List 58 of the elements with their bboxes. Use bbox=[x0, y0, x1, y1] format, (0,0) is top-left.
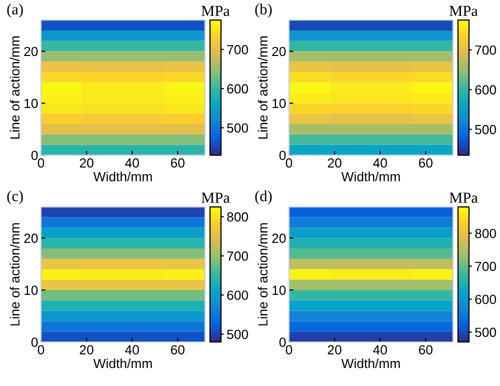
color-bar-label: 500 bbox=[475, 124, 496, 134]
x-axis-title: Width/mm bbox=[93, 358, 152, 368]
x-axis-title: Width/mm bbox=[93, 172, 152, 182]
color-bar-title: MPa bbox=[202, 6, 230, 16]
color-bar-label: 600 bbox=[227, 290, 248, 300]
color-bar-title: MPa bbox=[450, 192, 478, 203]
y-tick-label: 20 bbox=[272, 234, 286, 243]
color-bar-label: 500 bbox=[475, 328, 496, 338]
y-axis-title: Line of action/mm bbox=[10, 223, 20, 326]
x-tick-label: 20 bbox=[80, 158, 94, 168]
x-tick-label: 40 bbox=[373, 345, 387, 354]
y-axis-title: Line of action/mm bbox=[10, 36, 20, 139]
y-tick-label: 10 bbox=[24, 286, 38, 295]
y-tick-label: 20 bbox=[24, 234, 38, 243]
x-tick-label: 40 bbox=[125, 158, 139, 168]
x-axis-title: Width/mm bbox=[341, 358, 400, 368]
x-tick-label: 60 bbox=[171, 158, 184, 168]
y-tick-label: 20 bbox=[24, 46, 38, 56]
chart-title: (d) bbox=[255, 190, 272, 204]
y-tick-label: 20 bbox=[272, 46, 286, 56]
chart-title: (a) bbox=[7, 4, 23, 18]
y-tick-label: 0 bbox=[279, 338, 286, 347]
color-bar-title: MPa bbox=[450, 6, 478, 16]
y-tick-label: 10 bbox=[272, 286, 286, 295]
y-tick-label: 10 bbox=[24, 98, 38, 108]
y-axis-title: Line of action/mm bbox=[258, 36, 268, 139]
x-tick-label: 40 bbox=[373, 158, 387, 168]
y-tick-label: 0 bbox=[31, 150, 38, 160]
x-tick-label: 60 bbox=[419, 158, 432, 168]
x-tick-label: 60 bbox=[171, 345, 184, 354]
y-axis-title: Line of action/mm bbox=[258, 223, 268, 326]
x-tick-label: 20 bbox=[328, 345, 342, 354]
color-bar-label: 700 bbox=[475, 45, 496, 55]
color-bar-label: 600 bbox=[227, 84, 248, 94]
x-tick-label: 20 bbox=[328, 158, 342, 168]
color-bar-label: 600 bbox=[475, 85, 496, 95]
x-tick-label: 60 bbox=[419, 345, 432, 354]
x-tick-label: 20 bbox=[80, 345, 94, 354]
color-bar-label: 500 bbox=[227, 123, 248, 133]
x-axis-title: Width/mm bbox=[341, 172, 400, 182]
x-tick-label: 0 bbox=[286, 158, 292, 168]
color-bar-label: 700 bbox=[227, 251, 248, 261]
y-tick-label: 10 bbox=[272, 98, 286, 108]
color-bar-label: 600 bbox=[475, 294, 496, 304]
color-bar-label: 800 bbox=[475, 228, 496, 238]
x-tick-label: 0 bbox=[38, 158, 44, 168]
color-bar-label: 800 bbox=[227, 212, 248, 222]
color-bar-label: 700 bbox=[475, 262, 496, 272]
color-bar-label: 500 bbox=[227, 330, 248, 340]
chart-title: (c) bbox=[7, 190, 23, 204]
x-tick-label: 0 bbox=[286, 345, 292, 354]
x-tick-label: 40 bbox=[125, 345, 139, 354]
x-tick-label: 0 bbox=[38, 345, 44, 354]
y-tick-label: 0 bbox=[31, 338, 38, 347]
color-bar-label: 700 bbox=[227, 45, 248, 54]
chart-title: (b) bbox=[255, 4, 272, 18]
color-bar-title: MPa bbox=[202, 192, 230, 203]
y-tick-label: 0 bbox=[279, 150, 286, 160]
